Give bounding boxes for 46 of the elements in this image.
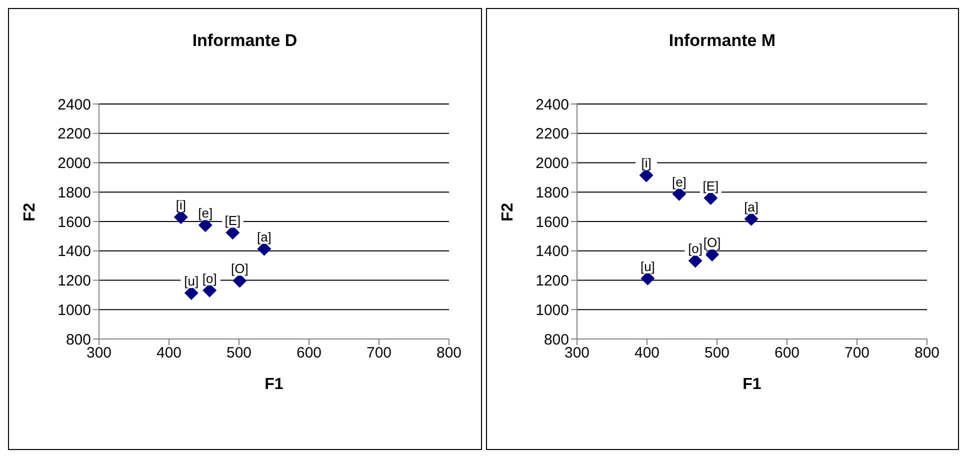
annotation: [o] [688, 241, 702, 256]
x-tick-label: 800 [436, 344, 462, 362]
x-tick-label: 500 [704, 344, 730, 362]
annotation: [E] [702, 178, 718, 194]
annotation: [o] [202, 270, 217, 286]
x-axis-title: F1 [742, 376, 761, 393]
x-tick-label: 600 [774, 344, 800, 362]
x-tick-label: 400 [634, 344, 660, 362]
annotation: [e] [198, 206, 213, 221]
annotation: [O] [702, 235, 720, 250]
y-tick-label: 1400 [58, 243, 91, 260]
y-tick-label: 1400 [535, 243, 568, 260]
y-tick-label: 1800 [58, 184, 91, 202]
y-tick-label: 1200 [535, 272, 568, 290]
chart-title: Informante M [668, 31, 777, 51]
x-tick-label: 500 [226, 344, 252, 362]
y-tick-label: 2000 [58, 155, 91, 172]
y-tick-label: 1600 [535, 214, 568, 231]
annotation: [e] [671, 174, 686, 190]
annotation: [u] [184, 274, 199, 289]
annotation: [u] [640, 258, 654, 274]
y-tick-label: 2000 [535, 155, 568, 172]
y-tick-label: 2200 [535, 126, 568, 143]
x-tick-label: 800 [914, 344, 940, 362]
y-tick-label: 2200 [58, 126, 91, 143]
y-tick-label: 1200 [58, 272, 91, 290]
x-axis-title: F1 [264, 376, 284, 393]
y-axis-title: F2 [499, 202, 516, 222]
x-tick-label: 700 [366, 344, 392, 362]
annotation: [a] [256, 229, 272, 244]
y-axis-title: F2 [22, 202, 39, 222]
annotation: [E] [224, 213, 241, 228]
annotation: [a] [744, 199, 758, 214]
annotation: [O] [231, 261, 248, 276]
x-tick-label: 700 [844, 344, 870, 362]
y-tick-label: 1000 [535, 302, 568, 319]
y-tick-label: 2400 [58, 96, 91, 114]
chart-title: Informante D [191, 31, 298, 51]
y-tick-label: 2400 [535, 96, 568, 114]
y-tick-label: 1600 [58, 214, 91, 231]
annotation: [i] [640, 156, 651, 171]
x-tick-label: 600 [296, 344, 322, 362]
y-tick-label: 1800 [535, 184, 568, 202]
x-tick-label: 400 [156, 344, 182, 362]
y-tick-label: 1000 [58, 302, 91, 319]
annotation: [i] [176, 198, 186, 213]
